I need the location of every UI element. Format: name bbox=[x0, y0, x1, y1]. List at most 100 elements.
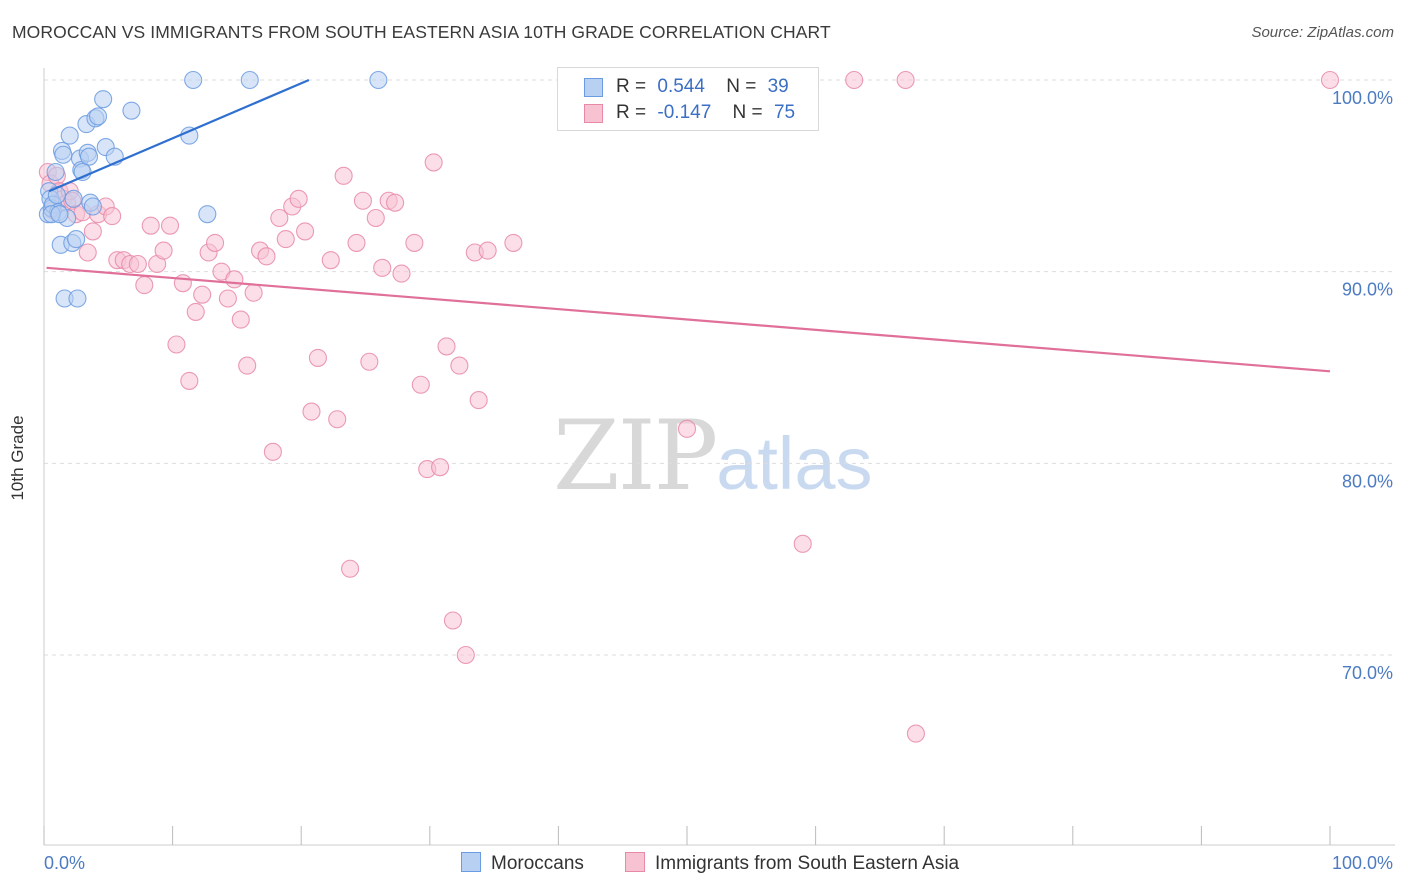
bottom-legend-label-immigrants: Immigrants from South Eastern Asia bbox=[655, 853, 960, 874]
point-immigrants bbox=[83, 222, 102, 241]
legend-n-label: N = bbox=[732, 102, 763, 123]
point-immigrants bbox=[302, 402, 321, 421]
point-moroccans bbox=[60, 126, 79, 145]
point-immigrants bbox=[386, 193, 405, 212]
point-moroccans bbox=[198, 205, 217, 224]
point-immigrants bbox=[289, 189, 308, 208]
point-immigrants bbox=[186, 302, 205, 321]
watermark-zip: ZIP bbox=[553, 400, 718, 512]
point-moroccans bbox=[88, 107, 108, 126]
point-immigrants bbox=[205, 233, 225, 252]
point-moroccans bbox=[46, 162, 65, 182]
point-immigrants bbox=[103, 207, 122, 226]
point-immigrants bbox=[270, 208, 289, 228]
point-moroccans bbox=[369, 70, 388, 90]
point-immigrants bbox=[263, 442, 282, 461]
point-immigrants bbox=[296, 222, 315, 241]
point-immigrants bbox=[238, 356, 257, 375]
point-immigrants bbox=[193, 285, 212, 304]
point-immigrants bbox=[167, 335, 186, 354]
point-immigrants bbox=[437, 337, 456, 356]
bottom-legend-swatch-immigrants bbox=[625, 852, 645, 872]
bottom-legend-immigrants: Immigrants from South Eastern Asia bbox=[625, 852, 959, 875]
point-moroccans bbox=[83, 197, 102, 216]
data-points bbox=[38, 70, 1340, 743]
point-immigrants bbox=[173, 274, 192, 293]
y-tick-label: 70.0% bbox=[1342, 663, 1393, 683]
legend-n-value-immigrants: 75 bbox=[773, 102, 796, 123]
legend-r-value-moroccans: 0.544 bbox=[657, 76, 705, 97]
point-moroccans bbox=[54, 145, 73, 164]
bottom-legend-moroccans: Moroccans bbox=[461, 852, 584, 875]
legend-r-label: R = bbox=[616, 102, 647, 123]
point-immigrants bbox=[334, 166, 353, 185]
chart-title: MOROCCAN VS IMMIGRANTS FROM SOUTH EASTER… bbox=[12, 22, 831, 42]
bottom-legend-label-moroccans: Moroccans bbox=[491, 853, 584, 874]
point-immigrants bbox=[276, 230, 295, 249]
point-moroccans bbox=[67, 230, 86, 249]
source-label: Source: ZipAtlas.com bbox=[1251, 24, 1394, 41]
point-immigrants bbox=[321, 251, 340, 270]
point-immigrants bbox=[431, 458, 450, 477]
point-immigrants bbox=[845, 70, 864, 90]
point-immigrants bbox=[443, 611, 462, 630]
point-immigrants bbox=[135, 276, 154, 295]
point-immigrants bbox=[373, 258, 392, 277]
trend-lines bbox=[46, 78, 1331, 373]
point-immigrants bbox=[231, 310, 250, 329]
trend-line-moroccans bbox=[48, 78, 310, 193]
point-immigrants bbox=[793, 534, 812, 553]
point-moroccans bbox=[122, 101, 141, 120]
point-immigrants bbox=[456, 645, 475, 665]
y-tick-label: 100.0% bbox=[1332, 88, 1393, 108]
y-tick-label: 90.0% bbox=[1342, 280, 1393, 300]
point-immigrants bbox=[504, 233, 523, 252]
point-immigrants bbox=[353, 191, 372, 210]
point-immigrants bbox=[347, 233, 366, 252]
legend-swatch-moroccans bbox=[584, 78, 603, 97]
point-immigrants bbox=[225, 270, 244, 289]
point-moroccans bbox=[184, 70, 203, 90]
point-immigrants bbox=[677, 419, 697, 438]
point-immigrants bbox=[450, 356, 469, 375]
point-immigrants bbox=[366, 208, 385, 228]
x-tick-label-min: 0.0% bbox=[44, 853, 85, 873]
y-tick-label: 80.0% bbox=[1342, 471, 1393, 491]
legend-r-value-immigrants: -0.147 bbox=[657, 102, 712, 123]
x-tick-label-max: 100.0% bbox=[1332, 853, 1393, 873]
point-immigrants bbox=[180, 371, 199, 390]
point-moroccans bbox=[50, 205, 69, 224]
bottom-legend-swatch-moroccans bbox=[461, 852, 481, 872]
legend-n-value-moroccans: 39 bbox=[767, 76, 789, 97]
point-immigrants bbox=[328, 410, 347, 429]
point-immigrants bbox=[405, 233, 424, 252]
point-immigrants bbox=[1320, 70, 1340, 90]
axes bbox=[43, 68, 1395, 846]
point-immigrants bbox=[78, 243, 97, 262]
point-immigrants bbox=[128, 254, 147, 274]
point-immigrants bbox=[360, 352, 379, 371]
point-immigrants bbox=[906, 724, 925, 743]
point-immigrants bbox=[257, 247, 276, 266]
point-moroccans bbox=[73, 162, 92, 182]
point-moroccans bbox=[64, 189, 83, 208]
point-immigrants bbox=[411, 375, 430, 394]
legend-swatch-immigrants bbox=[584, 104, 603, 123]
point-immigrants bbox=[896, 70, 915, 90]
point-moroccans bbox=[94, 90, 113, 109]
tick-labels: 100.0% 90.0% 80.0% 70.0% 0.0% 100.0% bbox=[44, 88, 1393, 873]
point-immigrants bbox=[244, 283, 263, 302]
point-immigrants bbox=[341, 559, 360, 578]
point-moroccans bbox=[240, 70, 259, 90]
trend-line-immigrants bbox=[46, 266, 1331, 373]
point-immigrants bbox=[469, 391, 488, 410]
point-immigrants bbox=[141, 216, 160, 235]
point-immigrants bbox=[478, 241, 497, 260]
legend-r-label: R = bbox=[616, 76, 647, 97]
point-immigrants bbox=[392, 264, 411, 283]
point-immigrants bbox=[308, 348, 327, 367]
stats-legend: R = 0.544 N = 39 R = -0.147 N = 75 bbox=[557, 67, 819, 131]
point-immigrants bbox=[424, 153, 443, 172]
point-moroccans bbox=[68, 289, 87, 308]
